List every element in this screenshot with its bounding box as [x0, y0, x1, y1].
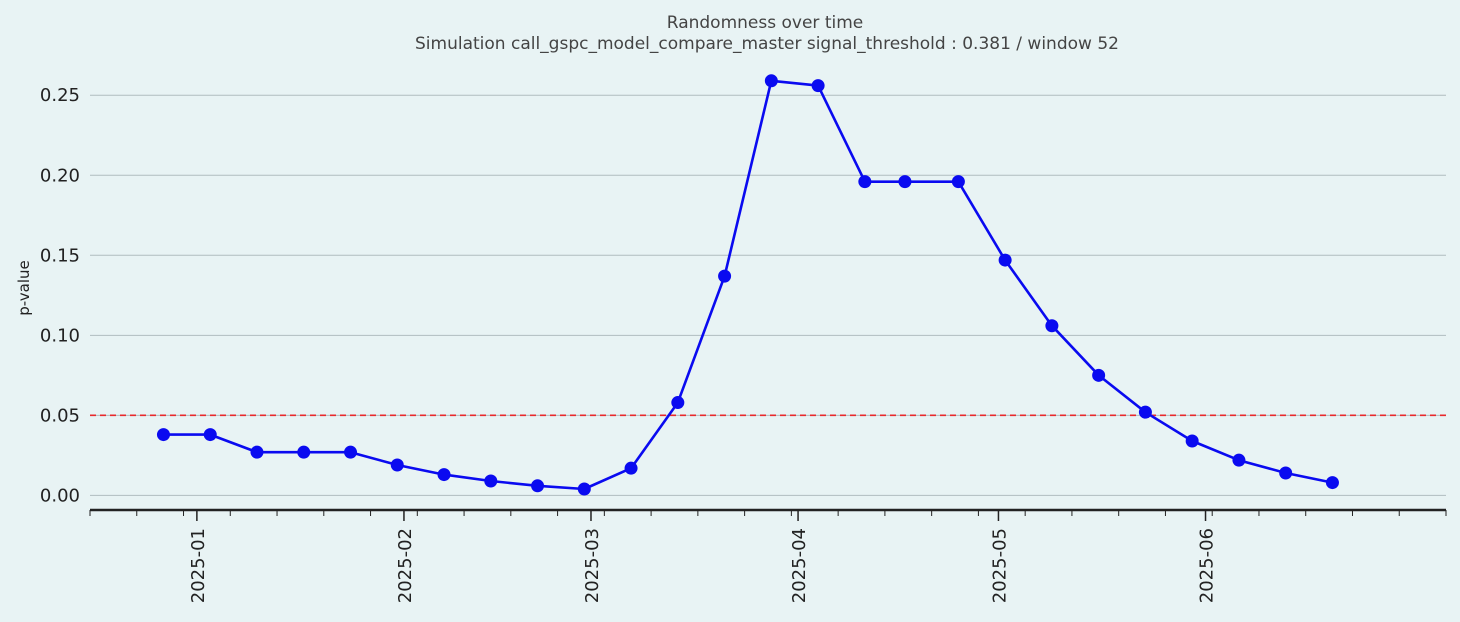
data-point: [718, 269, 732, 283]
y-axis-ticks: 0.00 0.05 0.10 0.15 0.20 0.25: [40, 85, 80, 506]
data-point: [764, 74, 778, 88]
y-tick-label: 0.15: [40, 245, 80, 266]
x-tick-label: 2025-01: [188, 528, 209, 603]
series-line: [163, 79, 1333, 491]
y-tick-label: 0.20: [40, 165, 80, 186]
data-point: [250, 445, 264, 459]
x-tick-label: 2025-02: [395, 528, 416, 603]
x-tick-label: 2025-04: [789, 528, 810, 603]
x-axis-ticks: 2025-01 2025-02 2025-03 2025-04 2025-05 2025-…: [89, 510, 1447, 603]
data-point: [624, 461, 638, 475]
data-point: [297, 445, 311, 459]
data-point: [951, 175, 965, 189]
y-tick-label: 0.05: [40, 405, 80, 426]
y-tick-label: 0.10: [40, 325, 80, 346]
data-point: [671, 396, 685, 410]
data-point: [1279, 466, 1293, 480]
data-point: [1045, 319, 1059, 333]
series-group: [156, 74, 1339, 496]
data-point: [998, 253, 1012, 267]
data-point: [390, 458, 404, 472]
data-point: [156, 428, 170, 442]
data-point: [811, 79, 825, 93]
data-point: [531, 479, 545, 493]
x-tick-label: 2025-03: [582, 528, 603, 603]
data-point: [1232, 453, 1246, 467]
x-tick-label: 2025-06: [1197, 528, 1218, 603]
y-tick-label: 0.25: [40, 85, 80, 106]
data-point: [898, 175, 912, 189]
data-point: [344, 445, 358, 459]
data-point: [1325, 476, 1339, 490]
chart-title: Randomness over time: [667, 13, 863, 33]
y-tick-label: 0.00: [40, 485, 80, 506]
data-point: [1185, 434, 1199, 448]
x-tick-label: 2025-05: [989, 528, 1010, 603]
data-point: [203, 428, 217, 442]
data-point: [484, 474, 498, 488]
data-point: [1092, 368, 1106, 382]
data-point: [858, 175, 872, 189]
chart-subtitle: Simulation call_gspc_model_compare_maste…: [415, 34, 1119, 54]
y-axis-label: p-value: [15, 260, 33, 316]
grid-lines: [90, 94, 1446, 496]
data-point: [437, 468, 451, 482]
data-point: [577, 482, 591, 496]
data-point: [1138, 405, 1152, 419]
